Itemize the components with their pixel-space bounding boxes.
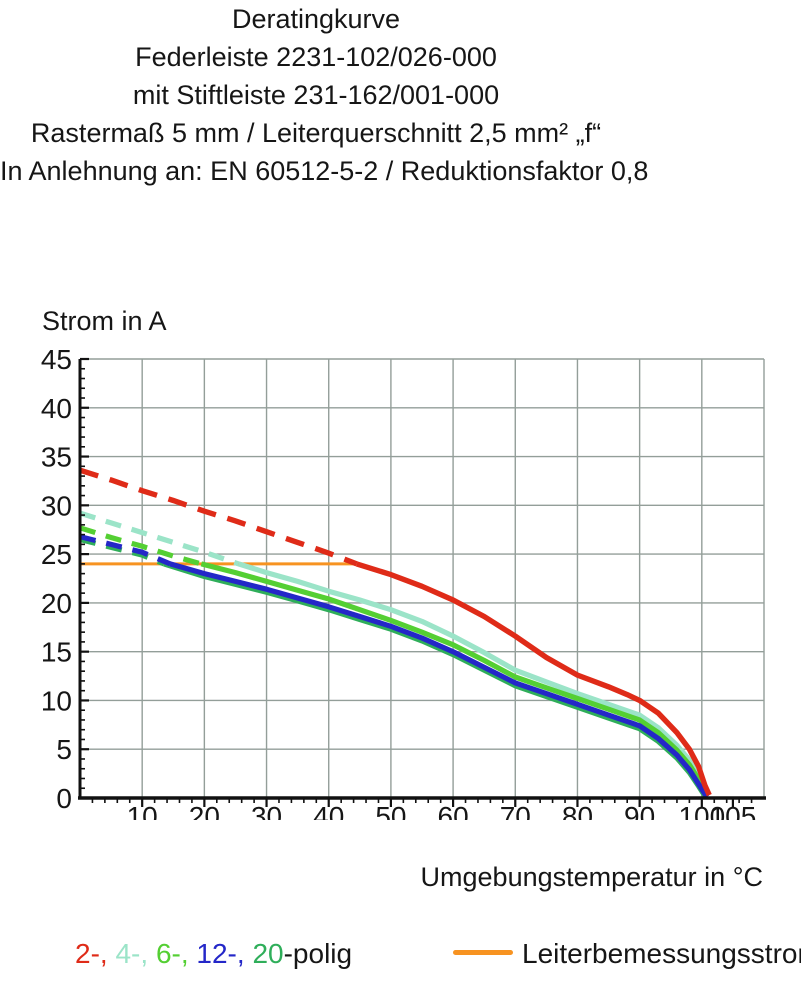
legend-pole-item: 2-, xyxy=(75,938,108,969)
title-line-3: mit Stiftleiste 231-162/001-000 xyxy=(132,80,500,110)
y-tick-label: 30 xyxy=(41,490,72,521)
rated-current-line-swatch xyxy=(453,950,513,955)
x-tick-label: 70 xyxy=(500,801,531,820)
curve-solid-6-polig xyxy=(200,561,710,798)
title-line-4: Rastermaß 5 mm / Leiterquerschnitt 2,5 m… xyxy=(30,118,602,148)
legend-pole-item: 12-, xyxy=(196,938,245,969)
rated-current-label: Leiterbemessungsstrom xyxy=(522,938,801,969)
y-tick-label: 10 xyxy=(41,685,72,716)
title-line-5: In Anlehnung an: EN 60512-5-2 / Reduktio… xyxy=(0,156,649,186)
curve-solid-12-polig xyxy=(169,561,709,799)
x-tick-label: 100 xyxy=(678,801,725,820)
curve-dashed-2-polig xyxy=(79,467,358,567)
y-tick-label: 25 xyxy=(41,539,72,570)
x-tick-label: 20 xyxy=(189,801,220,820)
figure-title-block: Deratingkurve Federleiste 2231-102/026-0… xyxy=(0,0,649,190)
legend-pole-item: 20 xyxy=(252,938,284,969)
x-tick-label: 80 xyxy=(562,801,593,820)
curve-solid-4-polig xyxy=(237,561,710,798)
y-tick-label: 20 xyxy=(41,588,72,619)
legend-pole-suffix: -polig xyxy=(283,938,353,969)
legend-pole-item: 4-, xyxy=(115,938,149,969)
curve-dashed-20-polig xyxy=(79,536,165,567)
y-tick-label: 40 xyxy=(41,393,72,424)
curve-solid-2-polig xyxy=(355,561,712,797)
y-tick-label: 5 xyxy=(56,734,72,765)
y-tick-label: 45 xyxy=(41,344,72,375)
x-tick-label: 30 xyxy=(251,801,282,820)
x-tick-label: 90 xyxy=(624,801,655,820)
legend-pole-list: 2-, 4-, 6-, 12-, 20-polig xyxy=(75,938,352,970)
curve-dashed-4-polig xyxy=(79,510,240,567)
curve-dashed-12-polig xyxy=(79,534,172,567)
legend-row: 2-, 4-, 6-, 12-, 20-polig Leiterbemessun… xyxy=(0,938,801,978)
title-line-2: Federleiste 2231-102/026-000 xyxy=(135,42,497,72)
title-line-1: Deratingkurve xyxy=(231,4,401,34)
y-tick-label: 35 xyxy=(41,442,72,473)
x-tick-label: 10 xyxy=(127,801,158,820)
y-tick-label: 0 xyxy=(56,783,72,814)
curve-solid-20-polig xyxy=(163,561,709,799)
x-tick-label: 50 xyxy=(375,801,406,820)
x-tick-label: 60 xyxy=(438,801,469,820)
x-tick-label: 40 xyxy=(313,801,344,820)
x-axis-title: Umgebungstemperatur in °C xyxy=(420,862,763,892)
legend-pole-item: 6-, xyxy=(155,938,189,969)
curve-dashed-6-polig xyxy=(79,525,202,567)
y-tick-label: 15 xyxy=(41,637,72,668)
y-axis-title: Strom in A xyxy=(42,306,167,336)
x-tick-label: 105 xyxy=(710,801,757,820)
